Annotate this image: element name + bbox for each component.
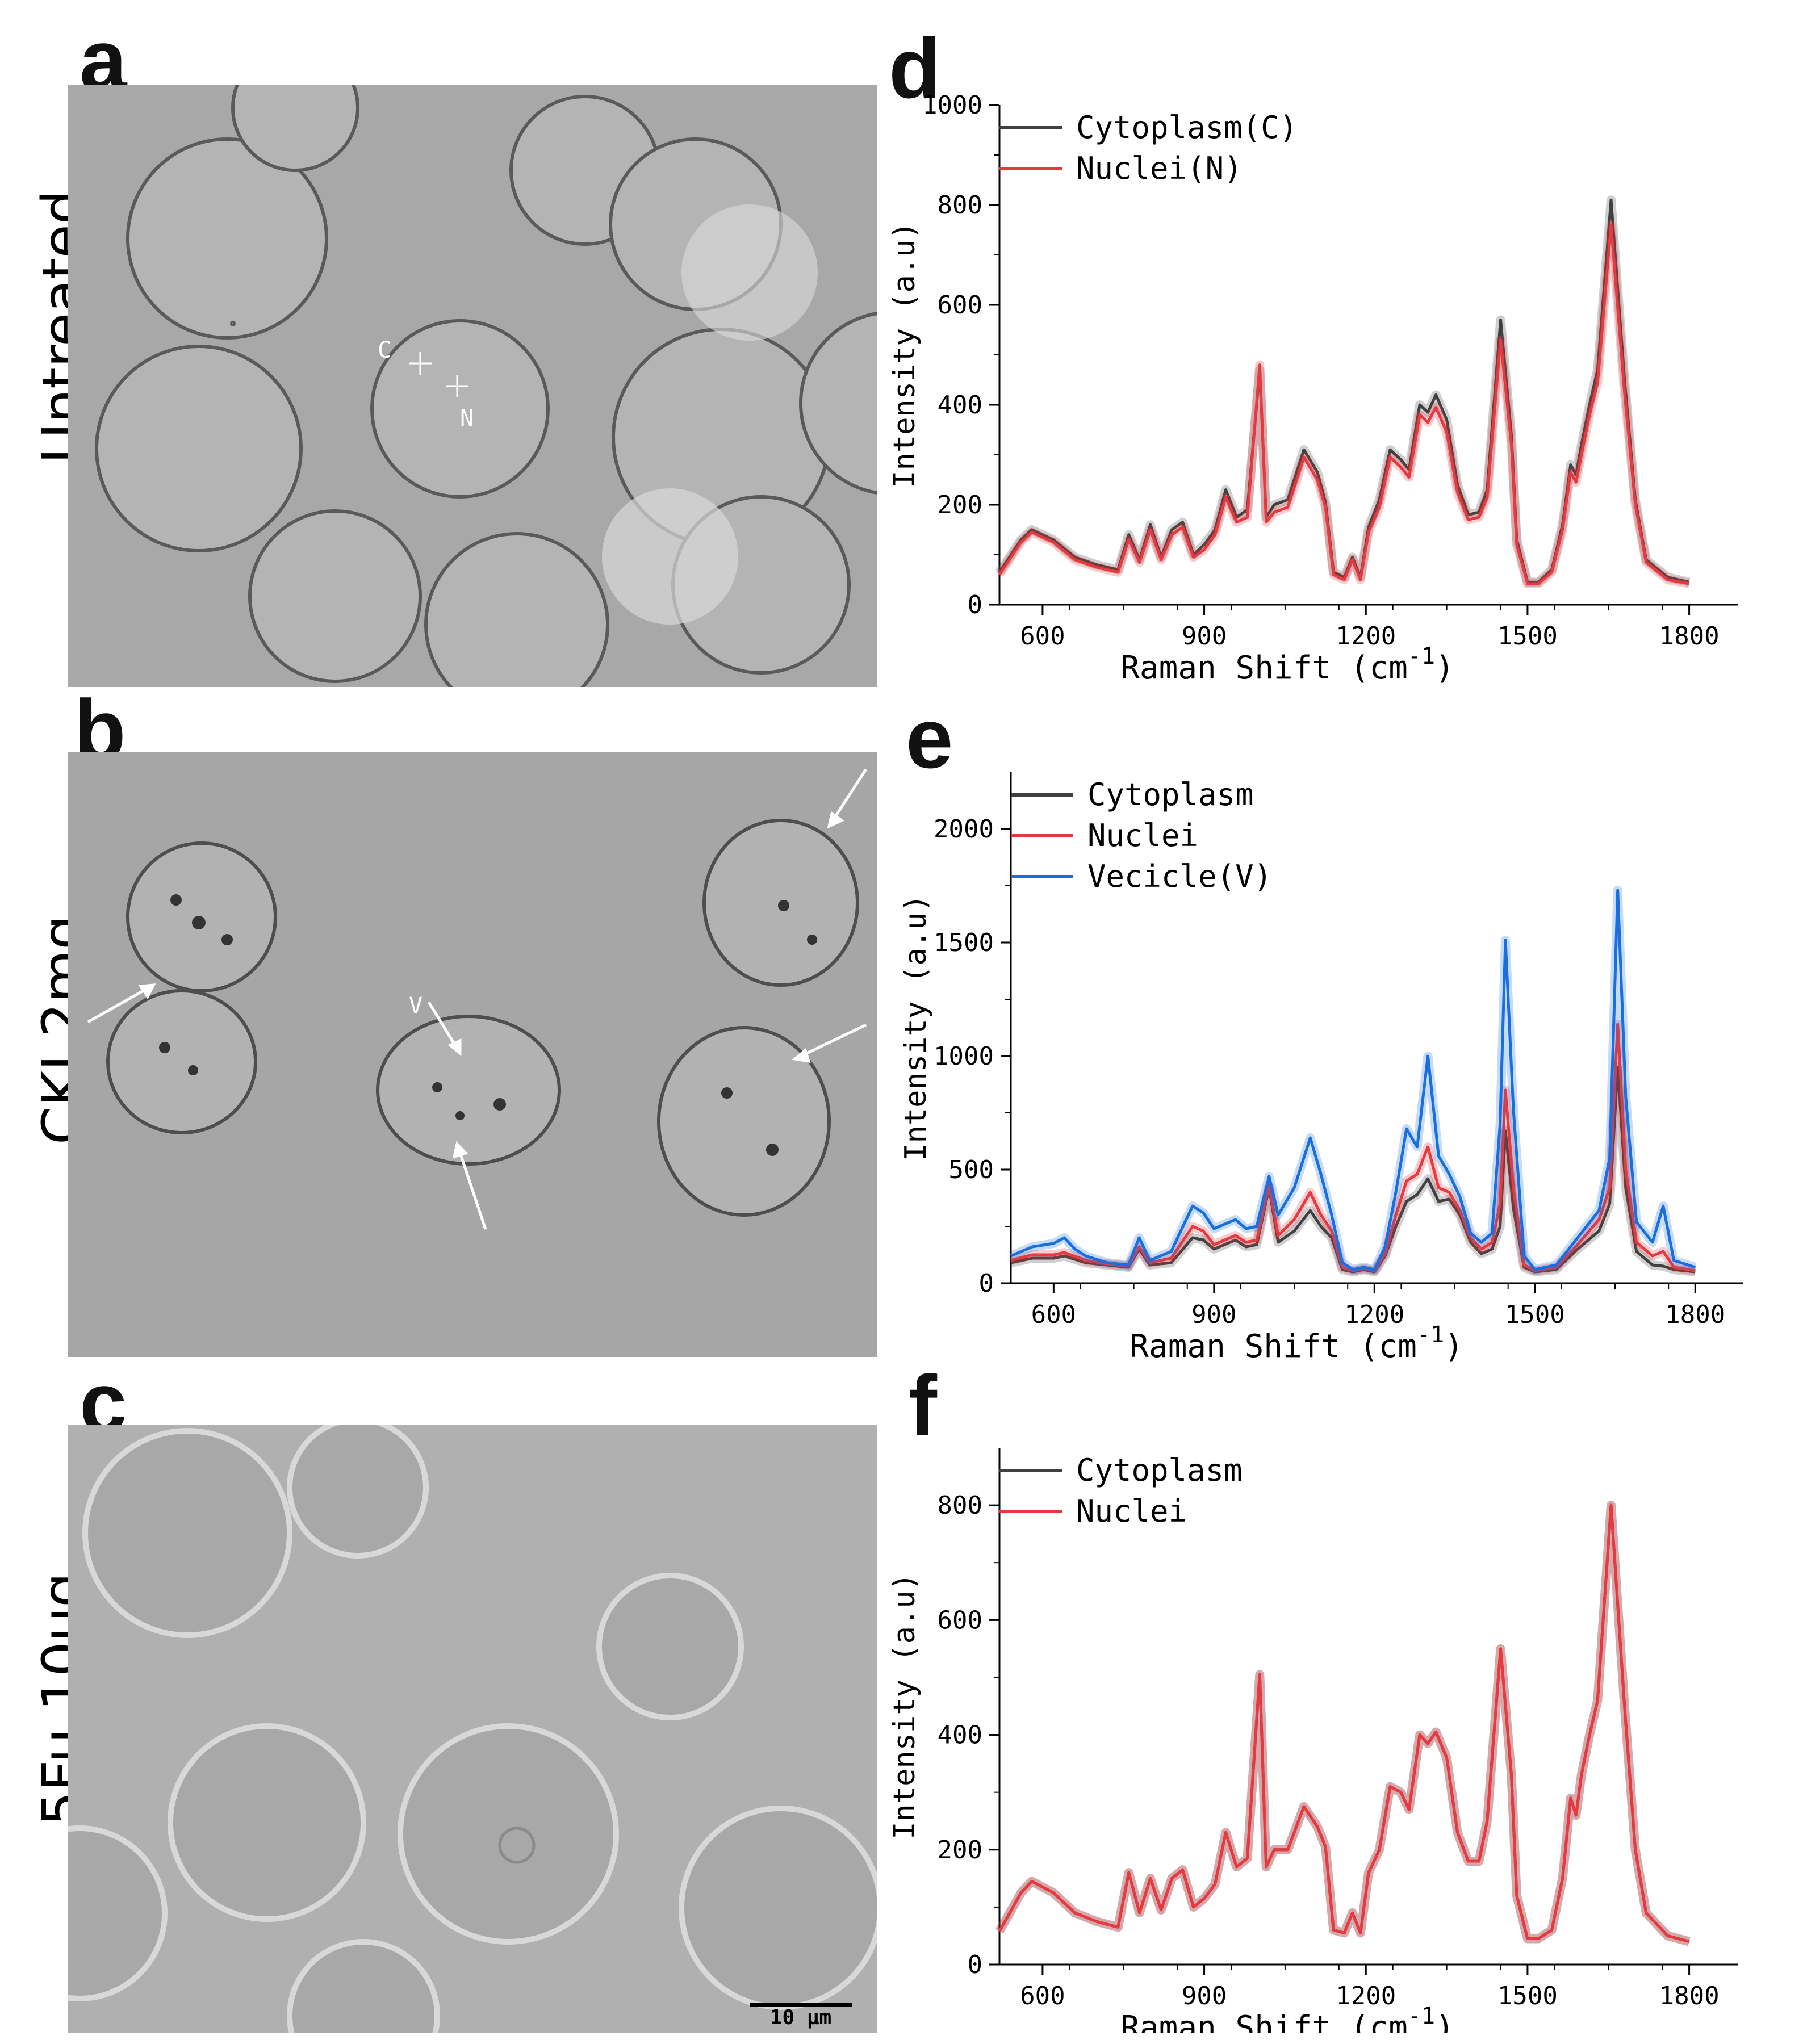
y-axis-title: Intensity (a.u) [888,221,922,488]
series-band [1009,1020,1696,1275]
cell [376,1015,561,1166]
x-tick-label: 600 [1031,1300,1076,1329]
y-tick-label: 2000 [934,815,994,844]
cell [398,1723,619,1945]
cell [287,1939,440,2033]
y-tick-label: 200 [938,1836,982,1865]
legend-label: Cytoplasm [1076,1452,1243,1488]
x-axis-title-close: ) [1444,1328,1463,1365]
x-axis-title-sup: -1 [1408,2003,1435,2029]
micrograph-5fu: 10 μm [68,1425,877,2033]
x-axis-title: Raman Shift (cm-1) [1130,1322,1463,1365]
y-tick-label: 500 [949,1155,994,1184]
series-line [998,1503,1690,1944]
legend-label: Cytoplasm(C) [1076,110,1298,145]
y-tick-label: 400 [938,391,982,420]
series-line [1010,1023,1696,1272]
x-tick-label: 1800 [1659,622,1720,651]
x-tick-label: 900 [1191,1300,1236,1329]
x-tick-label: 900 [1182,622,1227,651]
micrograph-cki: V [68,752,877,1357]
y-tick-label: 0 [979,1269,994,1298]
cell [231,85,359,172]
y-axis-title: Intensity (a.u) [899,894,933,1161]
label-c: C [378,337,391,363]
series-band [995,1501,1691,1946]
series-line [1010,889,1696,1271]
x-tick-label: 600 [1020,1982,1065,2011]
series-band [1010,1063,1696,1276]
legend-label: Nuclei(N) [1076,150,1243,186]
cell [95,345,303,552]
y-tick-label: 0 [968,1950,983,1979]
x-tick-label: 1200 [1344,1300,1404,1329]
series-line [998,198,1690,584]
x-axis-title-main: Raman Shift (cm [1120,2009,1408,2033]
x-axis-title-close: ) [1435,650,1454,686]
cell [799,311,877,495]
panel-letter-e: e [906,690,953,786]
panel-letter-f: f [909,1358,937,1453]
y-tick-label: 800 [938,191,982,220]
scale-bar-label: 10 μm [770,2006,831,2029]
cell [248,509,422,683]
cell [68,1825,168,2001]
y-tick-label: 0 [968,590,983,619]
x-tick-label: 900 [1182,1982,1227,2011]
series-line [998,1503,1690,1944]
cell [287,1425,429,1559]
x-tick-label: 1500 [1497,1982,1558,2011]
series-line [998,223,1690,585]
chart-d: 600 900 1200 1500 1800 0 200 400 600 800 1000 Inten… [888,91,1738,686]
cell [126,137,328,340]
x-tick-label: 1500 [1497,622,1558,651]
legend-label: Nuclei [1087,818,1198,853]
x-axis-title: Raman Shift (cm-1) [1120,643,1454,686]
cell [106,989,257,1134]
y-tick-label: 600 [938,1606,982,1635]
cell [596,1573,744,1720]
y-tick-label: 1000 [922,91,982,120]
cell [679,1806,877,2010]
cell [82,1428,292,1638]
series-band [995,195,1691,587]
legend-label: Cytoplasm [1087,777,1254,812]
x-tick-label: 600 [1020,622,1065,651]
label-v: V [409,993,422,1019]
scale-bar [750,2003,852,2007]
series-band [1009,886,1697,1274]
y-tick-label: 1500 [934,928,994,957]
panel-letter-d: d [889,20,941,116]
x-axis-title-close: ) [1435,2009,1454,2033]
x-axis-title-sup: -1 [1408,643,1435,669]
chart-e: 600 900 1200 1500 1800 0 500 1000 1500 2000 Intens… [899,772,1743,1365]
x-tick-label: 1200 [1336,622,1396,651]
y-tick-label: 800 [938,1491,982,1520]
x-tick-label: 1800 [1665,1300,1725,1329]
x-axis-title-main: Raman Shift (cm [1120,650,1408,686]
x-axis-title: Raman Shift (cm-1) [1120,2003,1454,2033]
legend-label: Vecicle(V) [1087,858,1272,894]
y-axis-title: Intensity (a.u) [888,1573,922,1840]
cell [424,532,609,687]
cell [168,1723,366,1922]
legend-label: Nuclei [1076,1493,1187,1529]
x-tick-label: 1200 [1336,1982,1396,2011]
x-tick-label: 1500 [1505,1300,1565,1329]
cell [370,319,550,499]
micrograph-untreated: C N [68,85,877,687]
y-tick-label: 600 [938,291,982,320]
cell [657,1026,831,1217]
y-tick-label: 200 [938,491,982,520]
y-tick-label: 400 [938,1721,982,1750]
x-tick-label: 1800 [1659,1982,1720,2011]
series-band [995,1501,1691,1946]
y-tick-label: 1000 [934,1042,994,1071]
x-axis-title-sup: -1 [1417,1322,1444,1348]
label-n: N [460,405,474,432]
chart-f: 600 900 1200 1500 1800 0 200 400 600 800 Intensity… [888,1448,1738,2033]
x-axis-title-main: Raman Shift (cm [1130,1328,1417,1365]
